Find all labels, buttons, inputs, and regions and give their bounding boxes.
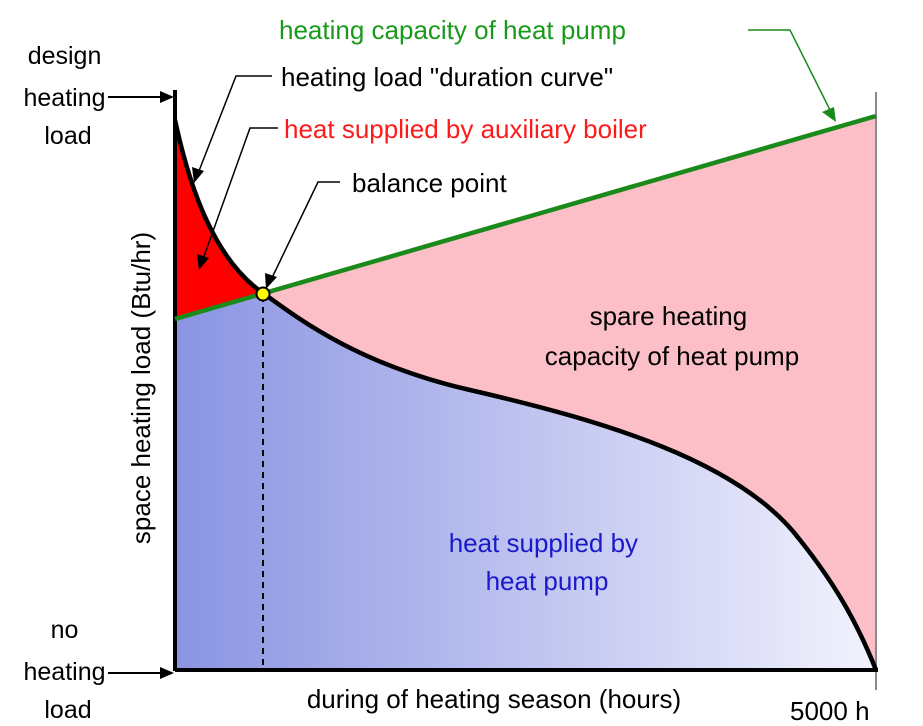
balance-point-marker — [255, 286, 271, 302]
balance-point-callout-arrow — [265, 181, 340, 289]
design-load-arrow — [108, 91, 174, 103]
boiler-callout-arrow — [197, 127, 278, 270]
duration-curve-callout-arrow — [192, 75, 272, 183]
x-axis-label: during of heating season (hours) — [307, 684, 681, 714]
no-load-label: no heating load — [24, 616, 113, 724]
x-end-label: 5000 h — [790, 696, 870, 726]
design-load-label: design heating load — [24, 42, 113, 150]
aux-boiler-label: heat supplied by auxiliary boiler — [284, 114, 647, 144]
balance-point-label: balance point — [352, 168, 507, 198]
y-axis-label: space heating load (Btu/hr) — [126, 232, 156, 544]
no-load-arrow — [108, 667, 174, 679]
spare-capacity-region — [263, 116, 876, 670]
heat-pump-supply-region — [175, 293, 876, 670]
heat-pump-capacity-line — [174, 113, 877, 322]
duration-curve — [172, 119, 879, 671]
heat-pump-capacity-label: heating capacity of heat pump — [279, 15, 626, 45]
capacity-callout-arrow — [748, 29, 836, 122]
heat-pump-supply-label: heat supplied by heat pump — [449, 528, 646, 596]
duration-curve-label: heating load "duration curve" — [281, 62, 613, 92]
aux-boiler-region — [175, 120, 263, 319]
spare-capacity-label: spare heating capacity of heat pump — [545, 301, 799, 371]
